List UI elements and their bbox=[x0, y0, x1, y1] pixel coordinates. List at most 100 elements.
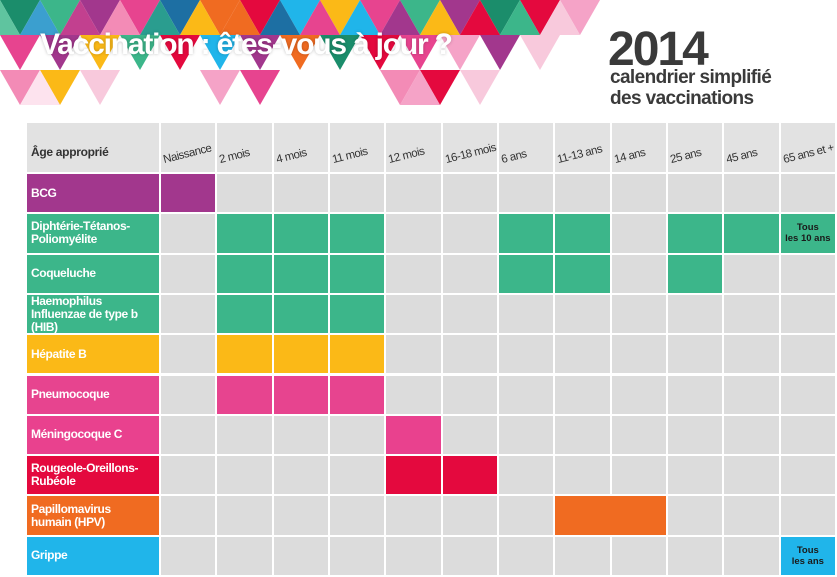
empty-cell bbox=[555, 294, 610, 334]
empty-cell bbox=[780, 174, 835, 213]
empty-cell bbox=[386, 375, 441, 414]
empty-cell bbox=[442, 536, 497, 575]
empty-cell bbox=[330, 536, 385, 575]
row-label: Méningocoque C bbox=[27, 415, 159, 455]
empty-cell bbox=[611, 456, 666, 495]
dose-cell bbox=[330, 254, 385, 293]
empty-cell bbox=[442, 415, 497, 455]
empty-cell bbox=[273, 456, 328, 495]
dose-cell bbox=[217, 254, 272, 293]
dose-cell: Tous les ans bbox=[780, 536, 835, 575]
empty-cell bbox=[161, 456, 216, 495]
empty-cell bbox=[330, 456, 385, 495]
empty-cell bbox=[668, 496, 723, 535]
empty-cell bbox=[386, 335, 441, 374]
dose-cell: Tous les 10 ans bbox=[780, 214, 835, 253]
empty-cell bbox=[724, 536, 779, 575]
empty-cell bbox=[724, 456, 779, 495]
empty-cell bbox=[499, 456, 554, 495]
column-label: 12 mois bbox=[387, 145, 427, 166]
empty-cell bbox=[555, 536, 610, 575]
dose-cell bbox=[555, 496, 612, 535]
empty-cell bbox=[161, 214, 216, 253]
column-header: 6 ans bbox=[499, 123, 554, 172]
empty-cell bbox=[330, 496, 385, 535]
column-label: Naissance bbox=[162, 142, 213, 166]
empty-cell bbox=[780, 456, 835, 495]
empty-cell bbox=[386, 536, 441, 575]
empty-cell bbox=[217, 415, 272, 455]
dose-cell bbox=[724, 214, 779, 253]
column-label: 45 ans bbox=[725, 146, 759, 166]
dose-cell bbox=[273, 294, 328, 334]
empty-cell bbox=[330, 415, 385, 455]
empty-cell bbox=[724, 375, 779, 414]
empty-cell bbox=[668, 335, 723, 374]
row-label: Diphtérie-Tétanos- Poliomyélite bbox=[27, 214, 159, 253]
empty-cell bbox=[217, 174, 272, 213]
row-label: Rougeole-Oreillons- Rubéole bbox=[27, 456, 159, 495]
empty-cell bbox=[442, 254, 497, 293]
dose-cell bbox=[386, 456, 441, 495]
empty-cell bbox=[499, 536, 554, 575]
empty-cell bbox=[668, 174, 723, 213]
empty-cell bbox=[442, 294, 497, 334]
dose-cell bbox=[273, 375, 328, 414]
empty-cell bbox=[442, 335, 497, 374]
empty-cell bbox=[724, 496, 779, 535]
dose-cell bbox=[273, 254, 328, 293]
dose-cell bbox=[330, 214, 385, 253]
corner-header: Âge approprié bbox=[27, 123, 159, 172]
row-label: Grippe bbox=[27, 536, 159, 575]
dose-cell bbox=[330, 375, 385, 414]
empty-cell bbox=[724, 335, 779, 374]
column-header: 11-13 ans bbox=[555, 123, 610, 172]
column-header: 45 ans bbox=[724, 123, 779, 172]
column-label: 65 ans et + bbox=[781, 141, 835, 166]
row-label: Coqueluche bbox=[27, 254, 159, 293]
empty-cell bbox=[161, 375, 216, 414]
empty-cell bbox=[499, 294, 554, 334]
empty-cell bbox=[780, 496, 835, 535]
dose-cell bbox=[273, 335, 328, 374]
dose-cell bbox=[668, 214, 723, 253]
empty-cell bbox=[386, 254, 441, 293]
empty-cell bbox=[161, 294, 216, 334]
empty-cell bbox=[611, 415, 666, 455]
empty-cell bbox=[668, 415, 723, 455]
empty-cell bbox=[330, 174, 385, 213]
column-header: 2 mois bbox=[217, 123, 272, 172]
empty-cell bbox=[161, 254, 216, 293]
row-label: Haemophilus Influenzae de type b (HIB) bbox=[27, 294, 159, 334]
empty-cell bbox=[611, 536, 666, 575]
dose-cell bbox=[611, 496, 666, 535]
empty-cell bbox=[499, 415, 554, 455]
empty-cell bbox=[611, 294, 666, 334]
dose-cell bbox=[386, 415, 441, 455]
row-label: Papillomavirus humain (HPV) bbox=[27, 496, 159, 535]
dose-cell bbox=[217, 335, 272, 374]
empty-cell bbox=[442, 496, 497, 535]
empty-cell bbox=[611, 375, 666, 414]
dose-cell bbox=[217, 375, 272, 414]
dose-cell bbox=[330, 294, 385, 334]
row-label: Hépatite B bbox=[27, 335, 159, 374]
column-label: 2 mois bbox=[218, 146, 252, 166]
empty-cell bbox=[555, 174, 610, 213]
empty-cell bbox=[611, 335, 666, 374]
empty-cell bbox=[386, 174, 441, 213]
empty-cell bbox=[442, 174, 497, 213]
empty-cell bbox=[386, 496, 441, 535]
empty-cell bbox=[217, 456, 272, 495]
column-label: 14 ans bbox=[612, 146, 647, 166]
empty-cell bbox=[499, 335, 554, 374]
empty-cell bbox=[161, 415, 216, 455]
dose-cell bbox=[217, 214, 272, 253]
column-header: Naissance bbox=[161, 123, 216, 172]
column-header: 25 ans bbox=[668, 123, 723, 172]
column-label: 16-18 mois bbox=[443, 141, 498, 166]
dose-cell bbox=[217, 294, 272, 334]
column-header: 11 mois bbox=[330, 123, 385, 172]
empty-cell bbox=[161, 335, 216, 374]
column-header: 14 ans bbox=[611, 123, 666, 172]
